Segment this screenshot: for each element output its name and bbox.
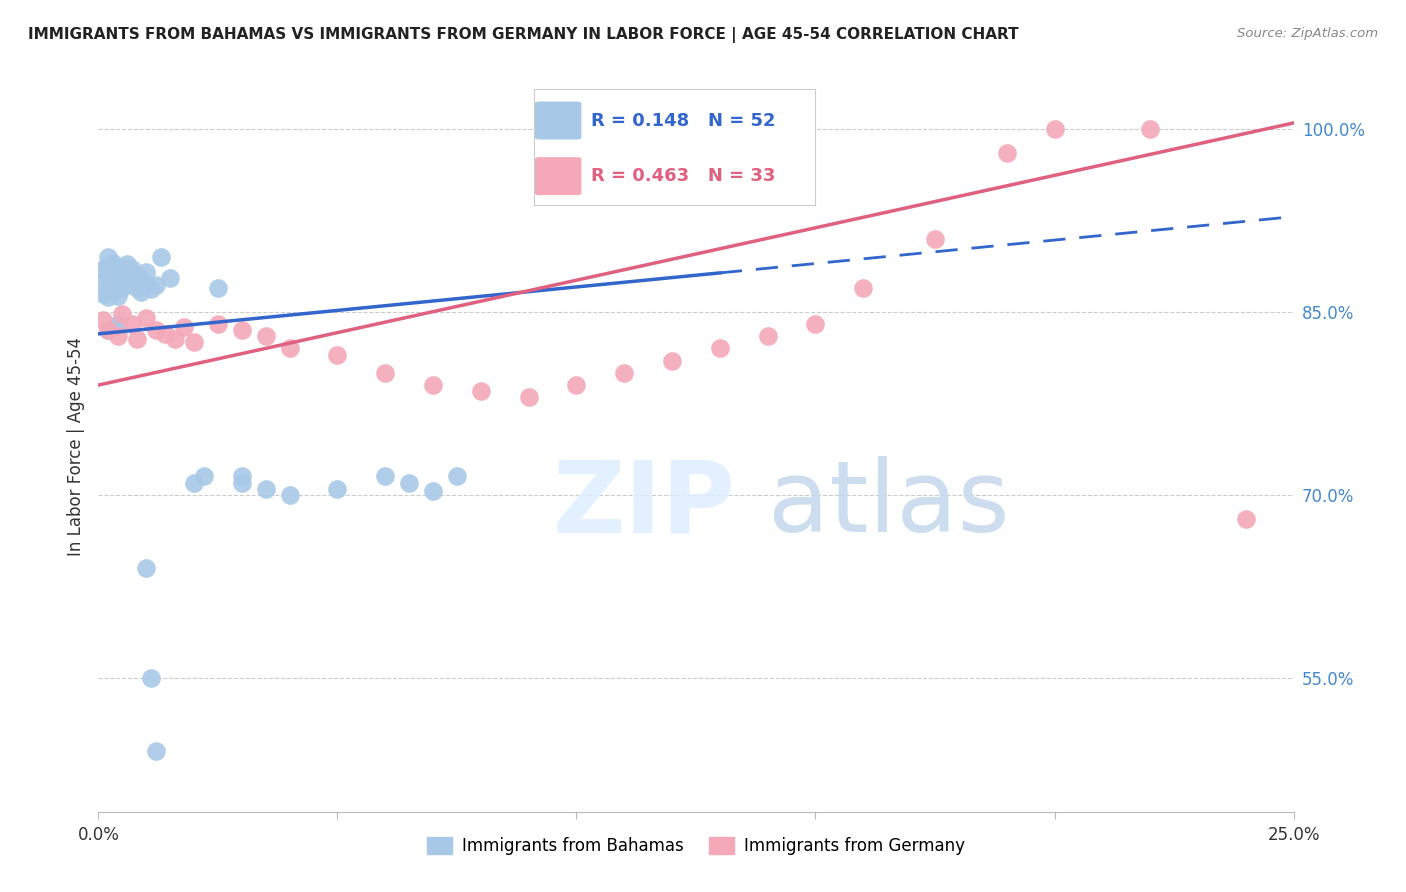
Point (107, 260, 129, 274)
Point (149, 250, 172, 264)
Point (231, 475, 253, 490)
Point (374, 366, 396, 380)
Point (278, 342, 301, 356)
Point (131, 273, 153, 287)
Point (155, 326, 177, 341)
Point (135, 561, 157, 575)
Point (101, 285, 124, 300)
Point (121, 262, 143, 277)
Point (613, 366, 636, 380)
Point (924, 232, 946, 246)
Point (111, 280, 134, 294)
Point (135, 265, 157, 279)
Point (139, 282, 162, 296)
Point (121, 274, 143, 288)
Point (139, 671, 162, 685)
Point (91, 313, 114, 327)
Point (101, 276, 124, 290)
Point (565, 378, 588, 392)
Point (145, 278, 167, 293)
Point (125, 332, 148, 346)
Point (517, 390, 540, 404)
Point (115, 257, 138, 271)
Point (97, 270, 120, 285)
FancyBboxPatch shape (534, 101, 582, 140)
Point (326, 482, 349, 496)
Point (121, 317, 143, 331)
Text: ZIP: ZIP (553, 456, 735, 553)
Point (207, 280, 229, 294)
Point (135, 311, 157, 326)
Point (145, 744, 167, 758)
Point (91, 274, 114, 288)
Point (101, 266, 124, 280)
Point (97, 250, 120, 264)
Point (97, 280, 120, 294)
Point (193, 469, 215, 483)
Y-axis label: In Labor Force | Age 45-54: In Labor Force | Age 45-54 (66, 336, 84, 556)
Point (374, 469, 396, 483)
Point (183, 335, 205, 350)
Point (852, 280, 875, 294)
Point (101, 256, 124, 270)
Point (422, 378, 444, 392)
Point (661, 353, 683, 368)
Text: R = 0.148   N = 52: R = 0.148 N = 52 (591, 112, 775, 129)
Point (159, 270, 181, 285)
Point (173, 319, 195, 334)
Point (756, 329, 779, 343)
Point (125, 280, 148, 294)
Point (91, 286, 114, 301)
Point (254, 482, 277, 496)
Text: R = 0.463   N = 33: R = 0.463 N = 33 (591, 167, 775, 186)
Point (107, 289, 129, 303)
Point (470, 384, 492, 399)
Point (183, 475, 205, 490)
Point (145, 323, 167, 337)
Point (115, 267, 138, 281)
Point (422, 484, 444, 499)
Point (804, 317, 827, 331)
FancyBboxPatch shape (534, 156, 582, 196)
Point (995, 146, 1018, 161)
Text: atlas: atlas (768, 456, 1010, 553)
Point (111, 260, 134, 275)
Point (111, 270, 134, 285)
Point (135, 277, 157, 291)
Point (254, 329, 277, 343)
Point (91, 262, 114, 277)
Point (446, 469, 468, 483)
Point (97, 259, 120, 273)
Point (107, 279, 129, 293)
Point (326, 348, 349, 362)
Point (111, 307, 134, 321)
Point (115, 277, 138, 291)
Point (97, 323, 120, 337)
Legend: Immigrants from Bahamas, Immigrants from Germany: Immigrants from Bahamas, Immigrants from… (420, 830, 972, 862)
Point (398, 475, 420, 490)
Text: Source: ZipAtlas.com: Source: ZipAtlas.com (1237, 27, 1378, 40)
Point (1043, 122, 1066, 136)
Point (101, 319, 124, 334)
Point (125, 268, 148, 283)
Point (107, 269, 129, 284)
Point (107, 317, 129, 331)
Point (709, 342, 731, 356)
Point (1139, 122, 1161, 136)
Point (1234, 512, 1257, 526)
Point (231, 469, 253, 483)
Point (97, 323, 120, 337)
Point (207, 317, 229, 331)
Point (97, 290, 120, 304)
Point (278, 488, 301, 502)
Point (163, 332, 186, 346)
Point (107, 329, 129, 343)
Point (131, 285, 153, 300)
Text: IMMIGRANTS FROM BAHAMAS VS IMMIGRANTS FROM GERMANY IN LABOR FORCE | AGE 45-54 CO: IMMIGRANTS FROM BAHAMAS VS IMMIGRANTS FR… (28, 27, 1019, 43)
Point (231, 323, 253, 337)
